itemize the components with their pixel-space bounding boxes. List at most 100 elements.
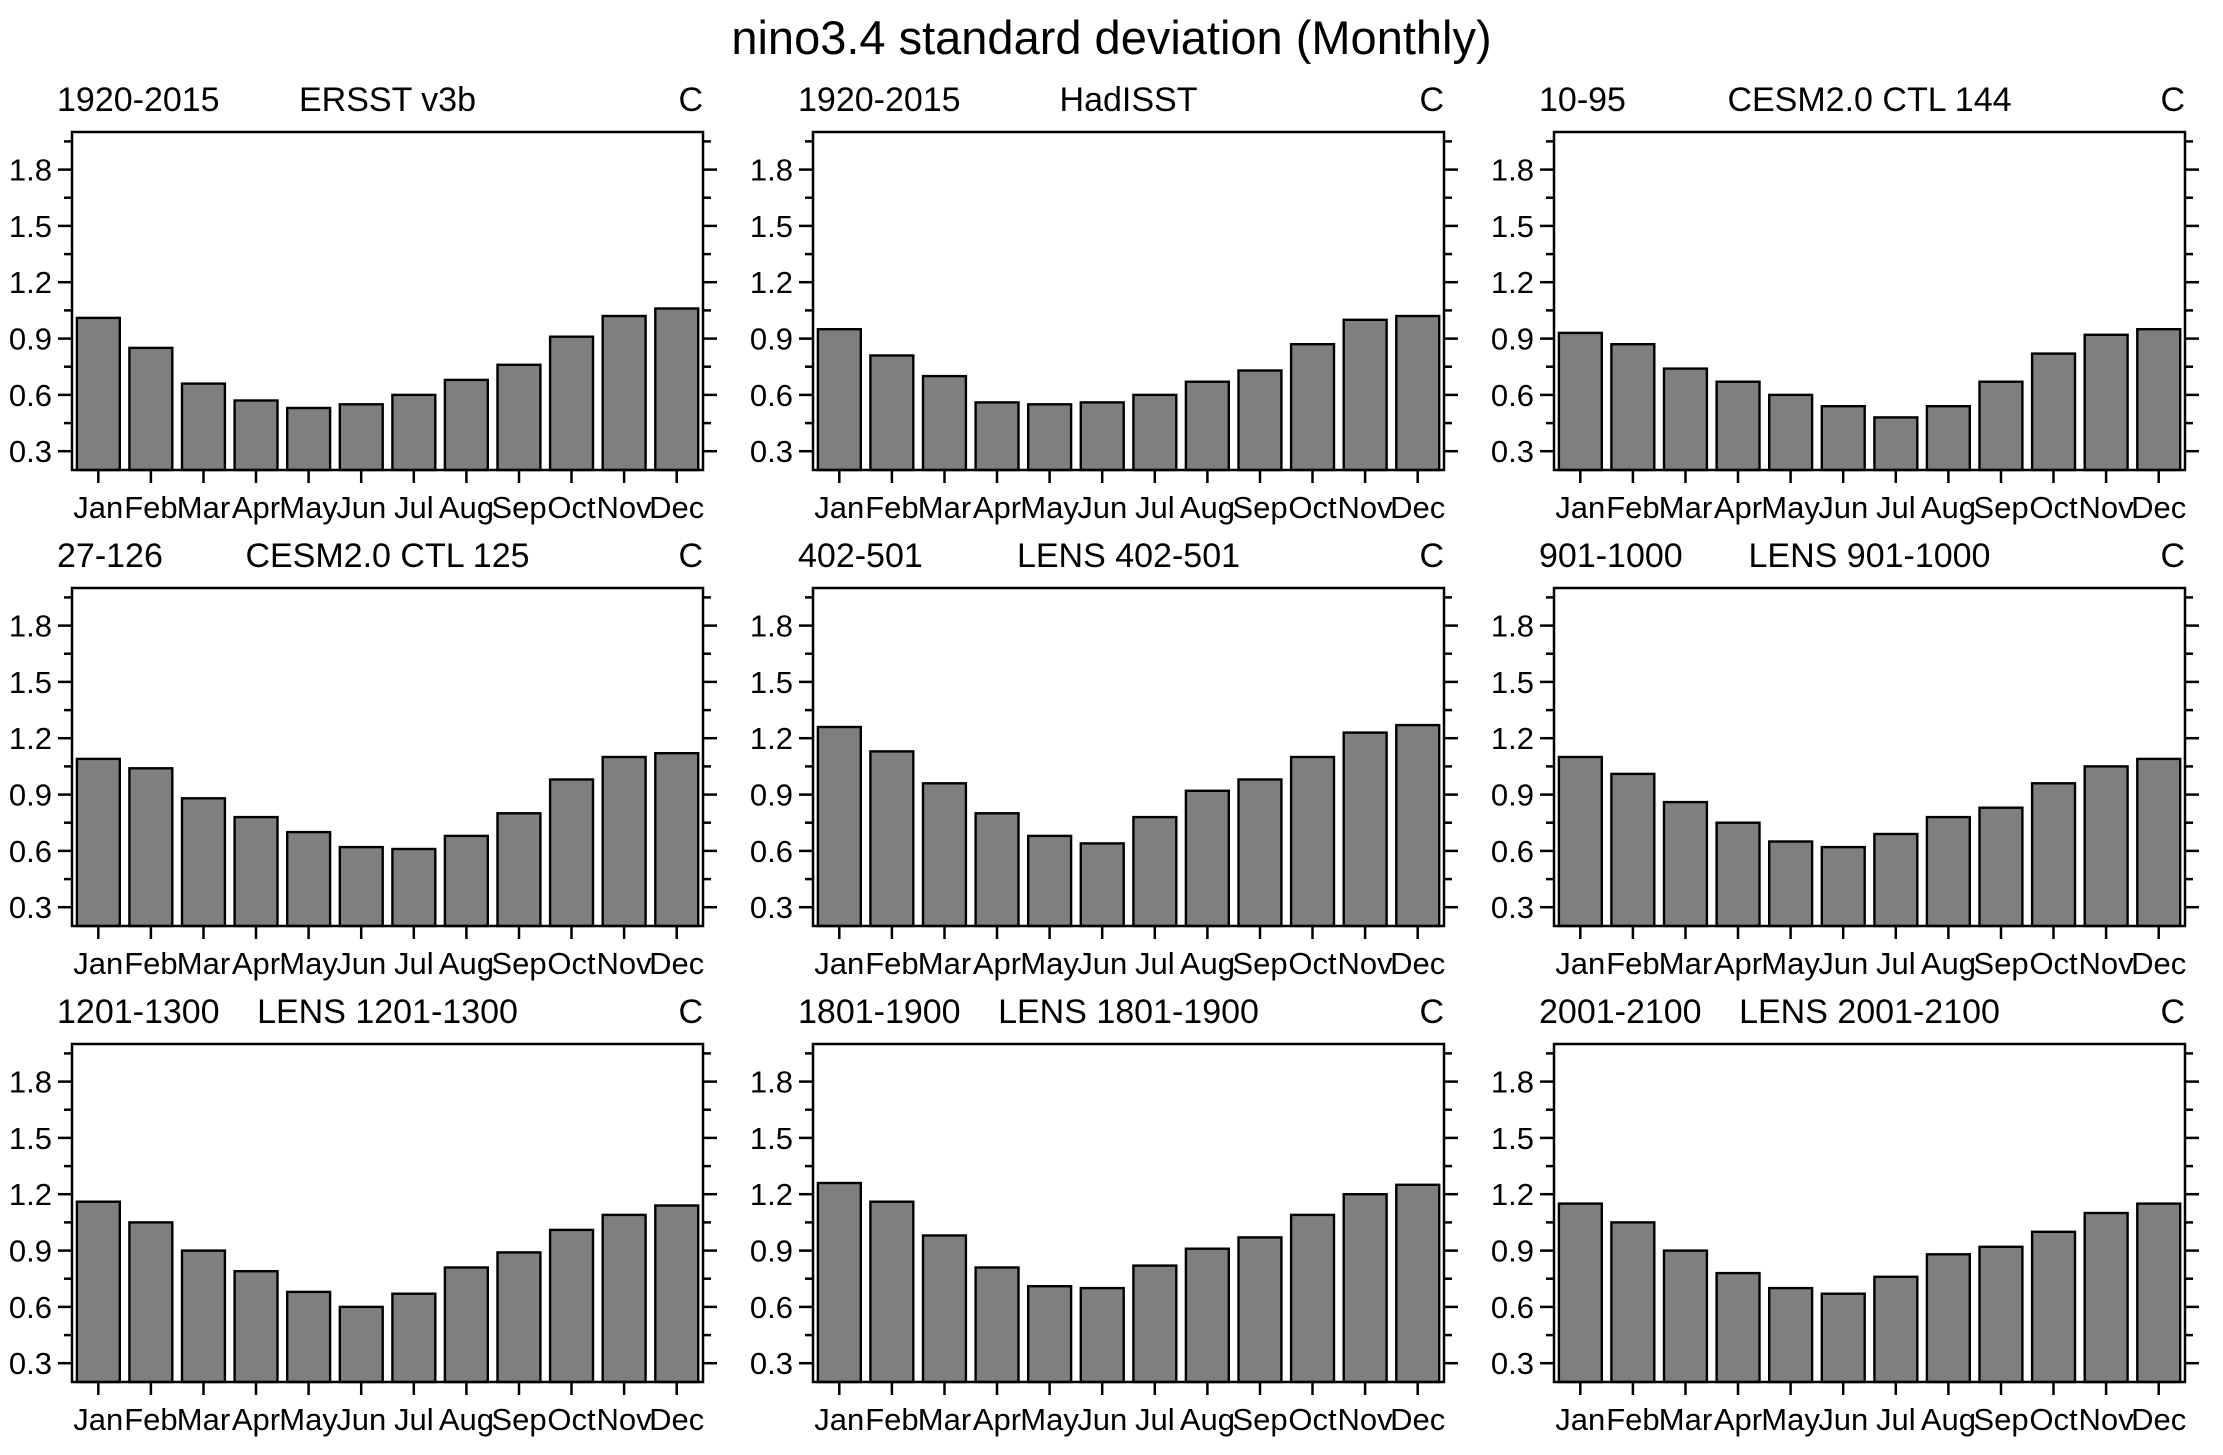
panel-unit-label: C bbox=[2160, 537, 2185, 575]
month-label: Dec bbox=[649, 490, 704, 525]
month-label: Mar bbox=[918, 1402, 971, 1437]
bar-aug bbox=[443, 378, 489, 472]
bar-jan bbox=[1557, 331, 1604, 472]
y-tick-label: 0.9 bbox=[9, 1234, 52, 1269]
month-label: Aug bbox=[1921, 490, 1976, 525]
bar-oct bbox=[2030, 782, 2077, 928]
month-label: Mar bbox=[177, 1402, 230, 1437]
bar-jan bbox=[75, 316, 122, 472]
month-label: May bbox=[1020, 1402, 1079, 1437]
y-tick-label: 1.5 bbox=[1491, 209, 1534, 244]
month-label: Feb bbox=[124, 946, 177, 981]
month-label: Jan bbox=[73, 490, 123, 525]
panel-hadisst: 1920-2015 HadISST C 0.3 0.6 0.9 1.2 1.5 1.8 Jan Fe… bbox=[741, 78, 1482, 534]
month-label: Nov bbox=[1338, 946, 1394, 981]
month-label: Jan bbox=[814, 946, 864, 981]
bar-jun bbox=[1820, 405, 1866, 472]
month-label: Nov bbox=[1338, 1402, 1394, 1437]
bar-dec bbox=[1395, 723, 1441, 928]
month-label: Jan bbox=[73, 946, 123, 981]
x-axis bbox=[838, 1382, 1419, 1395]
month-label: Jun bbox=[336, 490, 386, 525]
month-label: Feb bbox=[865, 1402, 918, 1437]
panel-unit-label: C bbox=[678, 993, 703, 1031]
month-label: Sep bbox=[491, 490, 546, 525]
bar-may bbox=[286, 830, 332, 928]
month-label: Dec bbox=[1390, 1402, 1445, 1437]
plot-frame bbox=[70, 1042, 705, 1384]
y-tick-label: 1.8 bbox=[750, 153, 793, 188]
panel-title: ERSST v3b bbox=[298, 81, 476, 119]
y-tick-label: 1.8 bbox=[750, 1065, 793, 1100]
month-label: Jun bbox=[1077, 490, 1127, 525]
month-label: Aug bbox=[1921, 946, 1976, 981]
x-axis bbox=[1579, 1382, 2160, 1395]
panel-header: 1801-1900 LENS 1801-1900 C bbox=[741, 990, 1482, 1034]
month-label: Jun bbox=[1077, 946, 1127, 981]
bar-jul bbox=[1873, 1275, 1919, 1384]
y-tick-label: 1.2 bbox=[9, 721, 52, 756]
bar-oct bbox=[2030, 1230, 2077, 1384]
month-label: Feb bbox=[124, 490, 177, 525]
month-label: Jun bbox=[1818, 1402, 1868, 1437]
y-axis bbox=[1540, 140, 2199, 453]
month-label: Apr bbox=[1714, 490, 1762, 525]
month-label: Feb bbox=[1606, 946, 1659, 981]
month-label: Mar bbox=[1659, 490, 1712, 525]
month-label: Apr bbox=[232, 1402, 280, 1437]
y-tick-label: 0.6 bbox=[9, 378, 52, 413]
bar-feb bbox=[1610, 342, 1656, 472]
bar-may bbox=[1768, 1286, 1814, 1384]
month-label: Dec bbox=[2131, 490, 2186, 525]
month-label: Nov bbox=[2079, 490, 2135, 525]
bar-jun bbox=[1820, 845, 1866, 928]
y-tick-label: 1.2 bbox=[1491, 265, 1534, 300]
panel-period-label: 2001-2100 bbox=[1539, 993, 1702, 1031]
bar-jul bbox=[1132, 1264, 1178, 1384]
month-label: Nov bbox=[2079, 946, 2135, 981]
month-label: Nov bbox=[597, 946, 653, 981]
month-label: Dec bbox=[649, 1402, 704, 1437]
month-label: Aug bbox=[1180, 490, 1235, 525]
bar-jan bbox=[816, 1181, 863, 1384]
bar-apr bbox=[974, 1266, 1020, 1384]
bars bbox=[816, 723, 1441, 928]
month-label: Dec bbox=[2131, 946, 2186, 981]
bar-mar bbox=[180, 382, 227, 472]
month-label: May bbox=[1761, 490, 1820, 525]
y-tick-label: 0.6 bbox=[750, 378, 793, 413]
month-label: Sep bbox=[1232, 1402, 1287, 1437]
bar-jan bbox=[1557, 755, 1604, 928]
bar-feb bbox=[128, 767, 174, 928]
bar-mar bbox=[180, 797, 227, 928]
bar-jun bbox=[1079, 1286, 1125, 1384]
y-tick-label: 0.3 bbox=[9, 434, 52, 469]
panel-lens-2001-2100: 2001-2100 LENS 2001-2100 C 0.3 0.6 0.9 1.2 1.5 1… bbox=[1482, 990, 2223, 1446]
month-label: Sep bbox=[1232, 946, 1287, 981]
plot-frame bbox=[1552, 586, 2187, 928]
bar-oct bbox=[1289, 755, 1336, 928]
month-label: Jul bbox=[1135, 1402, 1175, 1437]
y-tick-label: 0.6 bbox=[1491, 378, 1534, 413]
y-tick-label: 1.5 bbox=[750, 665, 793, 700]
month-label: Mar bbox=[1659, 946, 1712, 981]
panel-title: CESM2.0 CTL 144 bbox=[1727, 81, 2012, 119]
bar-nov bbox=[2083, 765, 2129, 928]
month-label: Apr bbox=[1714, 1402, 1762, 1437]
month-label: Oct bbox=[547, 1402, 596, 1437]
bar-oct bbox=[2030, 352, 2077, 472]
y-tick-label: 0.6 bbox=[1491, 1290, 1534, 1325]
y-tick-label: 0.6 bbox=[750, 834, 793, 869]
month-label: Jul bbox=[394, 1402, 434, 1437]
plot-frame bbox=[70, 586, 705, 928]
month-label: Dec bbox=[1390, 946, 1445, 981]
panel-unit-label: C bbox=[678, 81, 703, 119]
y-tick-label: 1.5 bbox=[9, 665, 52, 700]
y-tick-label: 1.5 bbox=[9, 209, 52, 244]
bar-jul bbox=[391, 847, 437, 928]
month-label: Jan bbox=[1555, 946, 1605, 981]
bars bbox=[75, 751, 700, 928]
